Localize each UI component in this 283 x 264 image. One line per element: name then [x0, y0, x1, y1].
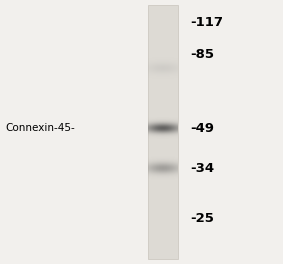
Text: -49: -49 [190, 121, 214, 134]
Text: -85: -85 [190, 49, 214, 62]
Text: Connexin-45-: Connexin-45- [5, 123, 75, 133]
Text: -34: -34 [190, 162, 214, 175]
Text: -117: -117 [190, 16, 223, 29]
Text: -25: -25 [190, 211, 214, 224]
Bar [148, 5, 178, 259]
